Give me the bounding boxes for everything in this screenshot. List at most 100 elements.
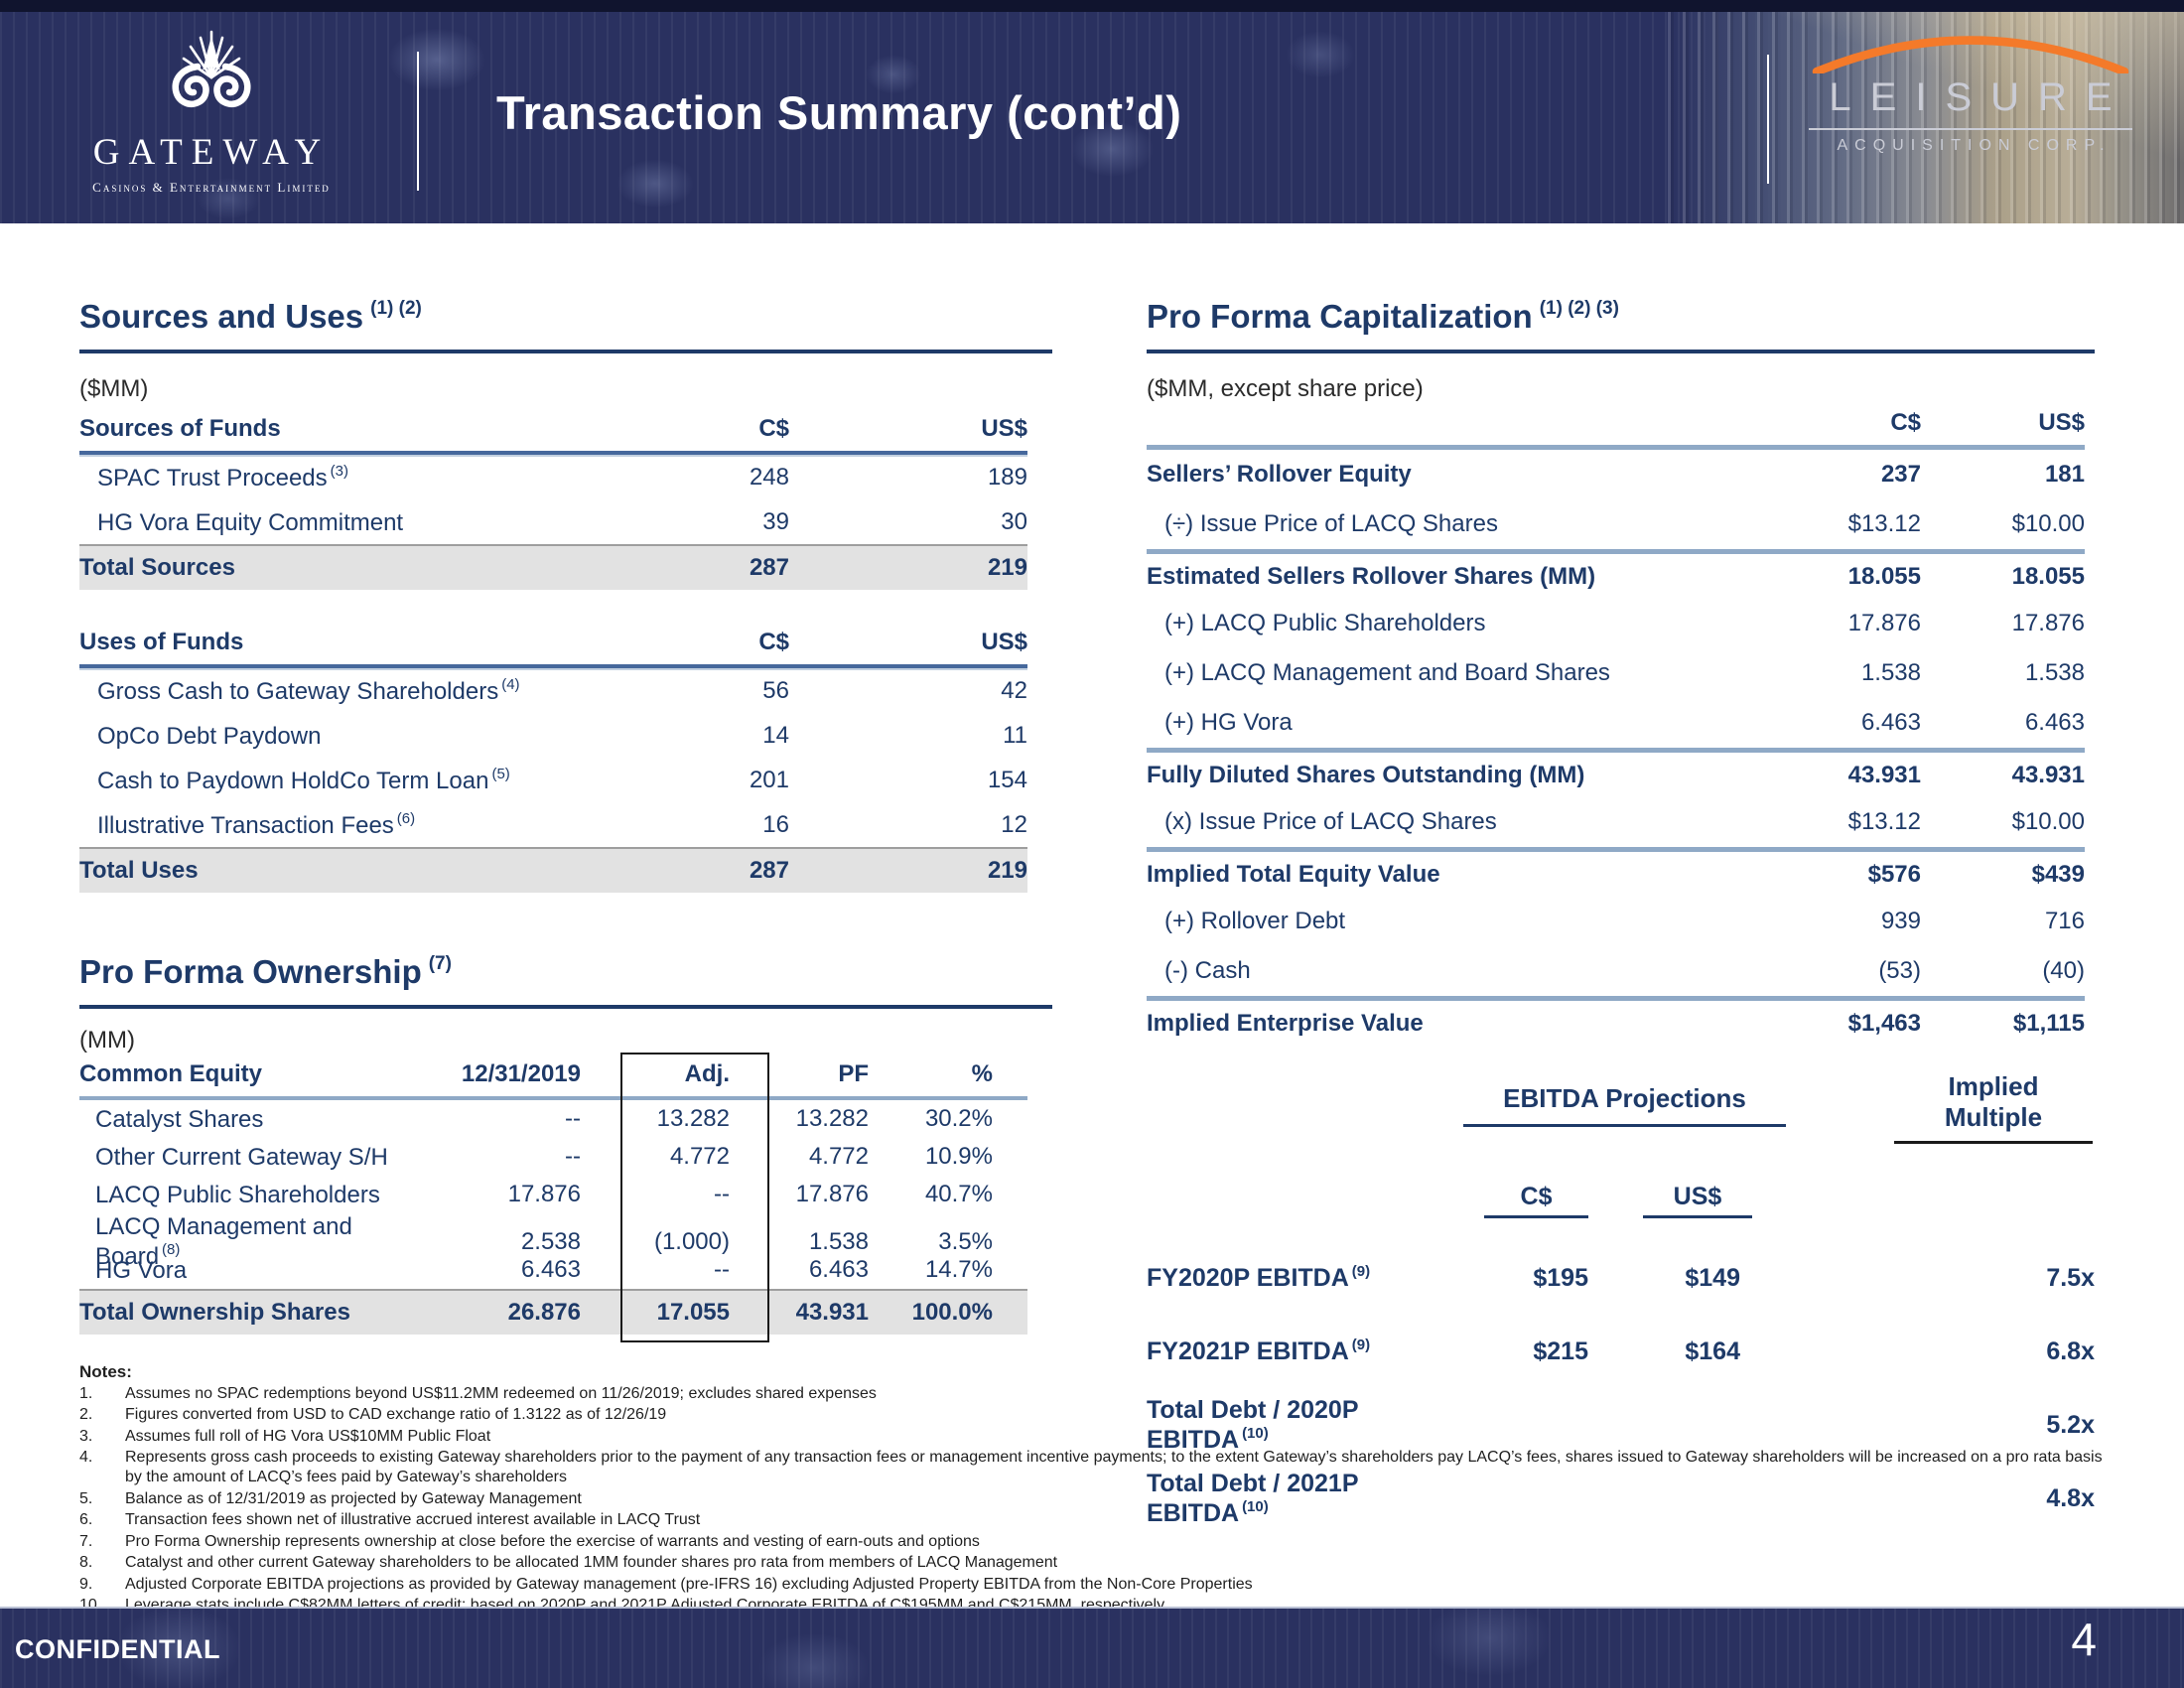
cell: 17.055 bbox=[656, 1299, 730, 1326]
footer-banner: CONFIDENTIAL 4 bbox=[0, 1607, 2184, 1688]
gateway-logo-name: GATEWAY bbox=[92, 132, 331, 173]
row-label: (x) Issue Price of LACQ Shares bbox=[1164, 808, 1497, 835]
cell: 17.876 bbox=[795, 1181, 869, 1207]
table-header-row: Common Equity 12/31/2019 Adj. PF % bbox=[79, 1060, 1027, 1100]
table-row: (+) HG Vora 6.463 6.463 bbox=[1147, 698, 2085, 748]
cell-us: $10.00 bbox=[2011, 808, 2085, 835]
cell-us: 11 bbox=[1003, 721, 1027, 749]
table-row: HG Vora Equity Commitment 39 30 bbox=[79, 499, 1027, 544]
cell: -- bbox=[714, 1256, 730, 1283]
cell: 6.463 bbox=[520, 1256, 581, 1283]
note-item: 6. Transaction fees shown net of illustra… bbox=[79, 1511, 701, 1528]
col-header-12-31-2019: 12/31/2019 bbox=[461, 1060, 581, 1087]
header-divider-left bbox=[417, 52, 419, 191]
cell-cs: 43.931 bbox=[1847, 761, 1921, 788]
total-row: Total Ownership Shares 26.876 17.055 43.… bbox=[79, 1289, 1027, 1335]
cell: 100.0% bbox=[911, 1299, 993, 1326]
cell: 13.282 bbox=[795, 1105, 869, 1132]
confidential-label: CONFIDENTIAL bbox=[15, 1634, 220, 1664]
cell-us: 42 bbox=[1001, 676, 1027, 704]
section-title-capitalization: Pro Forma Capitalization (1) (2) (3) bbox=[1147, 298, 2095, 353]
uses-of-funds-table: Uses of Funds C$ US$ Gross Cash to Gatew… bbox=[79, 629, 1027, 893]
cell-us: (40) bbox=[2042, 957, 2085, 984]
total-row: Total Sources 287 219 bbox=[79, 544, 1027, 590]
col-header-us: US$ bbox=[981, 629, 1027, 655]
col-header-pf: PF bbox=[838, 1060, 869, 1087]
table-row: Implied Enterprise Value $1,463 $1,115 bbox=[1147, 996, 2085, 1046]
table-row: LACQ Public Shareholders 17.876 -- 17.87… bbox=[79, 1176, 1027, 1213]
cell-cs: $1,463 bbox=[1847, 1009, 1921, 1037]
cell: (1.000) bbox=[653, 1228, 730, 1255]
table-header-row: Sources of Funds C$ US$ bbox=[79, 415, 1027, 455]
table-row: (÷) Issue Price of LACQ Shares $13.12 $1… bbox=[1147, 499, 2085, 549]
cell: 17.876 bbox=[507, 1181, 581, 1207]
table-row: Other Current Gateway S/H -- 4.772 4.772… bbox=[79, 1138, 1027, 1176]
ownership-table: Common Equity 12/31/2019 Adj. PF % Catal… bbox=[79, 1053, 1027, 1342]
table-row: Gross Cash to Gateway Shareholders (4) 56… bbox=[79, 668, 1027, 713]
sources-uses-title-footnotes: (1) (2) bbox=[370, 298, 422, 319]
row-label: FY2020P EBITDA (9) bbox=[1147, 1263, 1371, 1292]
ebitda-projections-header: EBITDA Projections bbox=[1463, 1083, 1786, 1127]
section-title-sources-uses: Sources and Uses (1) (2) bbox=[79, 298, 1052, 353]
cell-us: $439 bbox=[2031, 860, 2085, 888]
capitalization-title-footnotes: (1) (2) (3) bbox=[1539, 298, 1619, 319]
cell-us: 43.931 bbox=[2011, 761, 2085, 788]
note-item: 1. Assumes no SPAC redemptions beyond US$… bbox=[79, 1384, 877, 1402]
total-label: Total Ownership Shares bbox=[79, 1299, 350, 1326]
sources-uses-unit: ($MM) bbox=[79, 375, 149, 402]
row-label: Gross Cash to Gateway Shareholders (4) bbox=[97, 675, 520, 705]
row-label: (+) LACQ Management and Board Shares bbox=[1164, 659, 1610, 686]
row-label: HG Vora Equity Commitment bbox=[97, 508, 404, 536]
cell: 4.772 bbox=[669, 1143, 730, 1170]
table-row: (+) LACQ Management and Board Shares 1.5… bbox=[1147, 648, 2085, 698]
row-label: LACQ Management and Board (8) bbox=[95, 1213, 352, 1270]
cell: 2.538 bbox=[520, 1228, 581, 1255]
row-label: Estimated Sellers Rollover Shares (MM) bbox=[1147, 562, 1596, 590]
table-row: Fully Diluted Shares Outstanding (MM) 43… bbox=[1147, 748, 2085, 797]
page-number: 4 bbox=[2071, 1614, 2097, 1665]
cell-us: 17.876 bbox=[2011, 610, 2085, 636]
cell-cs: $13.12 bbox=[1847, 510, 1921, 537]
cell-cs: $576 bbox=[1867, 860, 1921, 888]
table-row: Total Debt / 2020P EBITDA (10) 5.2x bbox=[1147, 1388, 2095, 1462]
cell-us: $164 bbox=[1685, 1336, 1740, 1365]
col-header-adj: Adj. bbox=[684, 1060, 730, 1087]
cell: -- bbox=[565, 1143, 581, 1170]
gateway-logo-subtitle: Casinos & Entertainment Limited bbox=[92, 180, 331, 195]
sources-of-funds-table: Sources of Funds C$ US$ SPAC Trust Proce… bbox=[79, 415, 1027, 590]
row-label: Cash to Paydown HoldCo Term Loan (5) bbox=[97, 765, 510, 794]
cell-us: $10.00 bbox=[2011, 510, 2085, 537]
cell-multiple: 6.8x bbox=[2046, 1336, 2095, 1365]
implied-multiple-header: Implied Multiple bbox=[1894, 1071, 2093, 1144]
col-header-sources-of-funds: Sources of Funds bbox=[79, 415, 281, 442]
col-header-cs: C$ bbox=[1890, 409, 1921, 436]
cell-cs: 16 bbox=[762, 810, 789, 838]
table-row: Estimated Sellers Rollover Shares (MM) 1… bbox=[1147, 549, 2085, 599]
row-label: (+) Rollover Debt bbox=[1164, 908, 1346, 934]
table-row: (x) Issue Price of LACQ Shares $13.12 $1… bbox=[1147, 797, 2085, 847]
sources-uses-title-text: Sources and Uses bbox=[79, 298, 364, 335]
table-row: (+) Rollover Debt 939 716 bbox=[1147, 897, 2085, 946]
cell: 6.463 bbox=[808, 1256, 869, 1283]
cell-multiple: 7.5x bbox=[2046, 1263, 2095, 1292]
cell: -- bbox=[565, 1105, 581, 1132]
col-header-uses-of-funds: Uses of Funds bbox=[79, 629, 244, 655]
capitalization-title-text: Pro Forma Capitalization bbox=[1147, 298, 1533, 335]
cell-cs: 56 bbox=[762, 676, 789, 704]
col-header-cs: C$ bbox=[1484, 1183, 1588, 1218]
table-row: Catalyst Shares -- 13.282 13.282 30.2% bbox=[79, 1100, 1027, 1138]
note-item: 2. Figures converted from USD to CAD exch… bbox=[79, 1406, 667, 1423]
row-label: Illustrative Transaction Fees (6) bbox=[97, 809, 416, 839]
table-row: FY2020P EBITDA (9) $195 $149 7.5x bbox=[1147, 1241, 2095, 1315]
cell: 13.282 bbox=[656, 1105, 730, 1132]
ownership-title-text: Pro Forma Ownership bbox=[79, 953, 422, 990]
row-label: Other Current Gateway S/H bbox=[95, 1144, 388, 1171]
leisure-arc-icon bbox=[1812, 36, 2129, 73]
cell: 40.7% bbox=[924, 1181, 993, 1207]
gateway-crown-icon bbox=[172, 30, 251, 108]
table-row: (-) Cash (53) (40) bbox=[1147, 946, 2085, 996]
capitalization-unit: ($MM, except share price) bbox=[1147, 375, 1424, 402]
header-top-strip bbox=[0, 0, 2184, 12]
row-label: Fully Diluted Shares Outstanding (MM) bbox=[1147, 761, 1585, 788]
cell-us: $149 bbox=[1685, 1263, 1740, 1292]
